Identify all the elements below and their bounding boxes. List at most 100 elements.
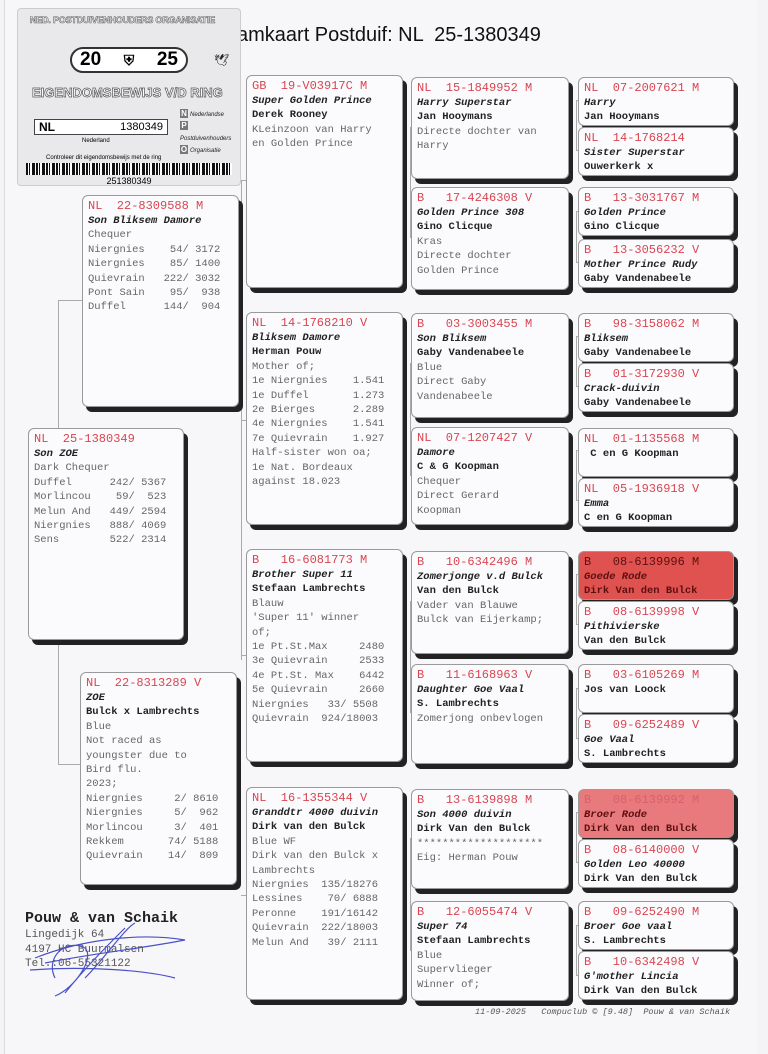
- breeder-owner: C & G Koopman: [417, 461, 499, 474]
- ring-number: B 13-3056232 V: [584, 243, 700, 257]
- breeder-owner: Bulck x Lambrechts: [86, 706, 200, 719]
- connector-line: [410, 127, 411, 237]
- ring-number: B 10-6342498 V: [584, 955, 700, 969]
- info-line: Niergnies 135/18276: [252, 879, 379, 892]
- barcode-number: 251380349: [106, 176, 152, 186]
- breeder-owner: S. Lambrechts: [417, 698, 499, 711]
- ring-number: B 16-6081773 M: [252, 553, 368, 567]
- great-grandparent-card: B 12-6055474 V Super 74 Stefaan Lambrechts…: [411, 901, 569, 1001]
- breeder-owner: Gaby Vandenabeele: [584, 347, 692, 360]
- pigeon-name: Son Bliksem: [417, 333, 487, 345]
- connector-line: [241, 420, 247, 421]
- info-line: Morlincou 59/ 523: [34, 491, 167, 504]
- grandparent-card: NL 16-1355344 V Granddtr 4000 duivin Dirk …: [246, 787, 403, 1000]
- great-great-grandparent-card: NL 14-1768214 Sister Superstar Ouwerkerk x: [578, 127, 734, 176]
- sticker-ring: 1380349: [120, 121, 163, 133]
- ring-number: NL 25-1380349: [34, 432, 135, 446]
- info-line: Half-sister won oa;: [252, 447, 372, 460]
- sticker-year: 20 ⛨ 25: [70, 47, 188, 73]
- signature: [29, 922, 186, 997]
- info-line: Blue: [417, 361, 443, 374]
- info-line: Bulck van Eijerkamp;: [417, 614, 544, 627]
- great-grandparent-card: B 10-6342496 M Zomerjonge v.d Bulck Van de…: [411, 551, 569, 654]
- sticker-heading: EIGENDOMSBEWIJS V/D RING: [32, 85, 223, 101]
- sticker-org: NED. POSTDUIVENHOUDERS ORGANISATIE: [30, 15, 216, 26]
- grandparent-card: GB 19-V03917C M Super Golden Prince Derek …: [246, 75, 403, 288]
- info-line: 5e Quievrain 2660: [252, 684, 385, 697]
- ring-number: NL 14-1768210 V: [252, 316, 368, 330]
- info-line: Eig: Herman Pouw: [417, 852, 518, 865]
- pigeon-name: Mother Prince Rudy: [584, 259, 698, 271]
- info-line: Sens 522/ 2314: [34, 534, 167, 547]
- grandparent-card: NL 14-1768210 V Bliksem Damore Herman Pouw…: [246, 312, 403, 525]
- breeder-phone: Tel.:06-55321122: [25, 958, 131, 970]
- info-line: Direct Gaby: [417, 376, 487, 389]
- pigeon-name: Goe Vaal: [584, 734, 635, 746]
- breeder-owner: Dirk Van den Bulck: [584, 585, 698, 598]
- info-line: ********************: [417, 837, 544, 850]
- connector-line: [576, 211, 577, 262]
- breeder-owner: Van den Bulck: [584, 635, 666, 648]
- dam-card: NL 22-8313289 V ZOE Bulck x Lambrechts Blue…: [80, 672, 237, 885]
- info-line: Rekkem 74/ 5188: [86, 836, 219, 849]
- great-great-grandparent-card: B 10-6342498 V G'mother Lincia Dirk Van de…: [578, 951, 734, 1000]
- breeder-owner: Dirk Van den Bulck: [417, 823, 531, 836]
- pigeon-name: Goede Rode: [584, 571, 648, 583]
- info-line: Blauw: [252, 597, 284, 610]
- ring-number: B 11-6168963 V: [417, 668, 533, 682]
- info-line: 7e Quievrain 1.927: [252, 432, 385, 445]
- sticker-ring-box: NL 1380349: [34, 119, 168, 135]
- ring-number: NL 22-8309588 M: [88, 199, 204, 213]
- connector-line: [576, 574, 577, 624]
- ring-number: B 10-6342496 M: [417, 555, 533, 569]
- info-line: Golden Prince: [417, 264, 499, 277]
- pigeon-name: Granddtr 4000 duivin: [252, 807, 379, 819]
- pigeon-name: Emma: [584, 498, 610, 510]
- info-line: Blue: [86, 720, 112, 733]
- great-great-grandparent-card: NL 05-1936918 V Emma C en G Koopman: [578, 478, 734, 527]
- info-line: Supervlieger: [417, 964, 493, 977]
- info-line: 4e Pt.St. Max 6442: [252, 669, 385, 682]
- info-line: Direct Gerard: [417, 490, 499, 503]
- pigeon-name: Crack-duivin: [584, 383, 660, 395]
- info-line: 2023;: [86, 778, 118, 791]
- pigeon-name: Sister Superstar: [584, 147, 685, 159]
- great-grandparent-card: B 11-6168963 V Daughter Goe Vaal S. Lambre…: [411, 664, 569, 764]
- breeder-owner: Gaby Vandenabeele: [584, 397, 692, 410]
- info-line: Niergnies 54/ 3172: [88, 243, 221, 256]
- sticker-control-text: Controleer dit eigendomsbewijs met de ri…: [46, 155, 162, 161]
- great-great-grandparent-card: B 13-3031767 M Golden Prince Gino Clicque: [578, 187, 734, 236]
- breeder-owner: Ouwerkerk x: [584, 161, 654, 174]
- info-line: Quievrain 924/18003: [252, 713, 379, 726]
- breeder-info: Pouw & van Schaik Lingedijk 64 4197 HC B…: [25, 910, 178, 972]
- info-line: 1e Duffel 1.273: [252, 389, 385, 402]
- info-line: Niergnies 2/ 8610: [86, 792, 219, 805]
- breeder-owner: Dirk Van den Bulck: [584, 873, 698, 886]
- grandparent-card: B 16-6081773 M Brother Super 11 Stefaan La…: [246, 549, 403, 762]
- breeder-owner: Jos van Loock: [584, 684, 666, 696]
- connector-line: [576, 336, 577, 386]
- breeder-owner: Jan Hooymans: [584, 111, 660, 124]
- info-line: Directe dochter van: [417, 125, 537, 138]
- page-title: amkaart Postduif: NL 25-1380349: [237, 24, 541, 46]
- great-great-grandparent-card: B 09-6252490 M Broer Goe vaal S. Lambrecht…: [578, 901, 734, 950]
- pigeon-name: Golden Leo 40000: [584, 859, 685, 871]
- ring-number: B 09-6252489 V: [584, 718, 700, 732]
- info-line: of;: [252, 626, 271, 639]
- subject-pigeon-card: NL 25-1380349 Son ZOE Dark Chequer Duffel 2…: [28, 428, 184, 640]
- breeder-owner: Gaby Vandenabeele: [417, 347, 525, 360]
- info-line: 3e Quievrain 2533: [252, 655, 385, 668]
- breeder-owner: Dirk van den Bulck: [252, 821, 366, 834]
- pigeon-name: Golden Prince: [584, 207, 666, 219]
- connector-line: [576, 688, 577, 738]
- connector-line: [241, 895, 247, 896]
- ring-number: NL 07-2007621 M: [584, 81, 700, 95]
- info-line: 1e Pt.St.Max 2480: [252, 641, 385, 654]
- ring-number: GB 19-V03917C M: [252, 79, 368, 93]
- great-grandparent-card: NL 07-1207427 V Damore C & G Koopman Cheque…: [411, 427, 569, 525]
- sire-card: NL 22-8309588 M Son Bliksem Damore Chequer…: [82, 195, 239, 407]
- connector-line: [241, 655, 247, 656]
- info-line: Duffel 144/ 904: [88, 301, 221, 314]
- year-right: 25: [156, 49, 178, 70]
- sticker-land: Nederland: [82, 138, 110, 144]
